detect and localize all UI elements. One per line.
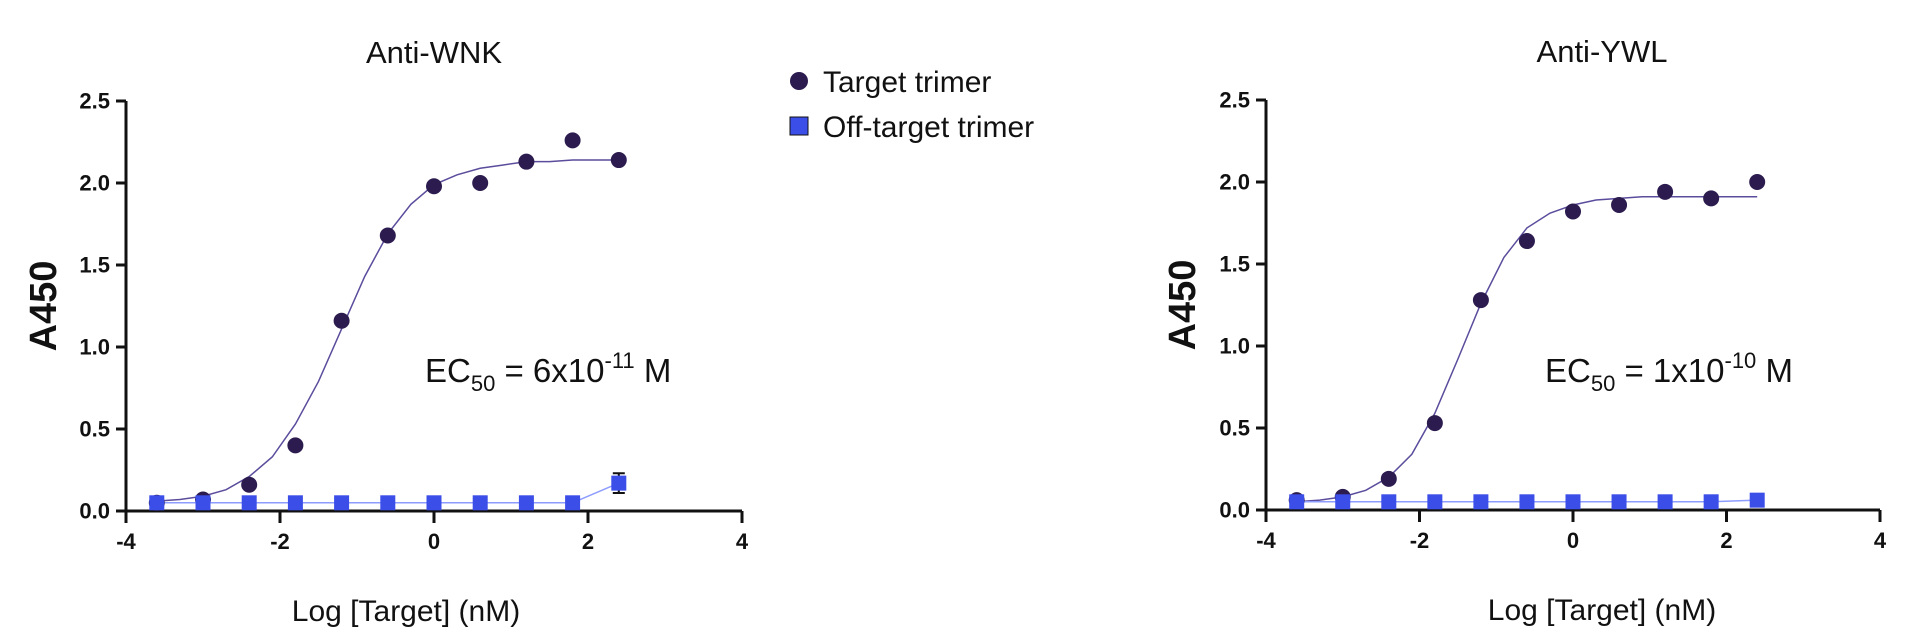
y-tick-label: 2.5 [79,89,110,114]
data-point [1749,492,1765,508]
x-tick-label: -4 [116,529,136,554]
y-tick-label: 0.0 [1219,498,1250,523]
fit-curve [1296,196,1758,503]
x-axis-label: Log [Target] (nM) [292,595,520,628]
data-point [195,495,211,511]
data-point [426,495,442,511]
data-point [241,495,257,511]
x-tick-label: -2 [1410,528,1430,553]
chart: Anti-WNK Log [Target] (nM) A450 0.0 0.5 1.0 1.… [23,35,749,628]
y-tick-label: 0.0 [79,499,110,524]
annotation-part: 50 [471,371,495,396]
data-point [1289,494,1305,510]
data-point [565,495,581,511]
y-tick-label: 1.0 [1219,334,1250,359]
data-point [1703,190,1720,207]
x-tick-label: 0 [1567,528,1579,553]
data-point [1427,494,1443,510]
data-point [611,475,627,491]
x-tick-label: 2 [1720,528,1732,553]
data-point [1703,494,1719,510]
data-point [149,495,165,511]
legend-label: Off-target trimer [823,111,1034,144]
data-point [1335,494,1351,510]
annotation-part: M [635,352,672,389]
x-tick-label: 0 [428,529,440,554]
data-point [1749,174,1766,190]
legend-label: Target trimer [823,66,991,99]
annotation-part: EC [1545,352,1591,389]
y-tick-label: 2.5 [1219,88,1250,113]
data-point [1611,494,1627,510]
data-point [334,495,350,511]
chart-title: Anti-WNK [366,35,502,70]
y-axis-label: A450 [23,261,65,352]
x-tick-label: 4 [736,529,749,554]
x-tick-label: -4 [1256,528,1276,553]
data-point [610,152,627,169]
y-tick-label: 0.5 [1219,416,1250,441]
data-point [1565,203,1581,220]
legend: Target trimer Off-target trimer [789,66,1034,144]
data-point [518,153,535,170]
annotation-part: EC [425,352,471,389]
data-point [1518,233,1535,250]
annotation: EC50 = 6x10-11 M [425,348,671,396]
y-tick-label: 1.5 [79,253,110,278]
chart-title: Anti-YWL [1537,34,1668,69]
data-point [564,132,581,149]
data-point [472,495,488,511]
y-axis-label: A450 [1162,260,1204,351]
y-tick-label: 1.5 [1219,252,1250,277]
annotation: EC50 = 1x10-10 M [1545,348,1793,396]
annotation-part: 50 [1591,371,1615,396]
legend-marker [790,72,808,90]
annotation-part: = 1x10 [1615,352,1724,389]
data-point [1381,494,1397,510]
data-point [379,227,396,244]
legend-marker [789,116,809,136]
data-point [518,495,534,511]
y-tick-label: 2.0 [1219,170,1250,195]
annotation-part: M [1756,352,1793,389]
data-point [287,495,303,511]
data-point [426,178,442,195]
y-tick-label: 0.5 [79,417,110,442]
data-point [380,495,396,511]
y-tick-label: 2.0 [79,171,110,196]
fit-curve [156,159,619,502]
x-tick-label: 4 [1874,528,1887,553]
data-point [1565,494,1581,510]
data-point [1519,494,1535,510]
data-point [1426,415,1443,432]
data-point [472,175,489,191]
x-tick-label: 2 [582,529,594,554]
data-point [287,437,304,454]
data-point [1611,196,1628,213]
data-point [241,476,258,493]
x-axis-label: Log [Target] (nM) [1488,594,1716,627]
data-point [1380,470,1397,487]
y-tick-label: 1.0 [79,335,110,360]
annotation-part: -11 [605,348,635,373]
data-point [1657,183,1674,200]
data-point [1657,494,1673,510]
data-point [333,312,350,329]
chart: Anti-YWL Log [Target] (nM) A450 0.0 0.5 1.0 1.… [1162,34,1887,627]
data-point [1472,292,1489,309]
annotation-part: = 6x10 [495,352,604,389]
annotation-part: -10 [1725,348,1757,373]
data-point [1473,494,1489,510]
x-tick-label: -2 [270,529,290,554]
